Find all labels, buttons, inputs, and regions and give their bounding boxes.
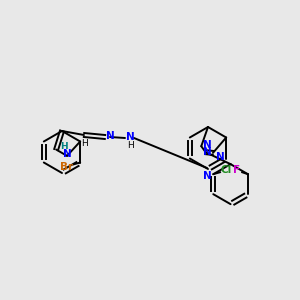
Text: H: H (127, 140, 134, 149)
Text: N: N (106, 131, 114, 141)
Text: N: N (202, 147, 211, 157)
Text: N: N (216, 152, 225, 163)
Text: F: F (233, 165, 241, 175)
Text: Br: Br (60, 161, 73, 172)
Text: N: N (202, 171, 211, 181)
Text: H: H (81, 140, 87, 148)
Text: Cl: Cl (220, 165, 232, 175)
Text: N: N (126, 132, 134, 142)
Text: N: N (63, 149, 71, 159)
Text: H: H (60, 142, 68, 152)
Text: N: N (203, 140, 212, 150)
